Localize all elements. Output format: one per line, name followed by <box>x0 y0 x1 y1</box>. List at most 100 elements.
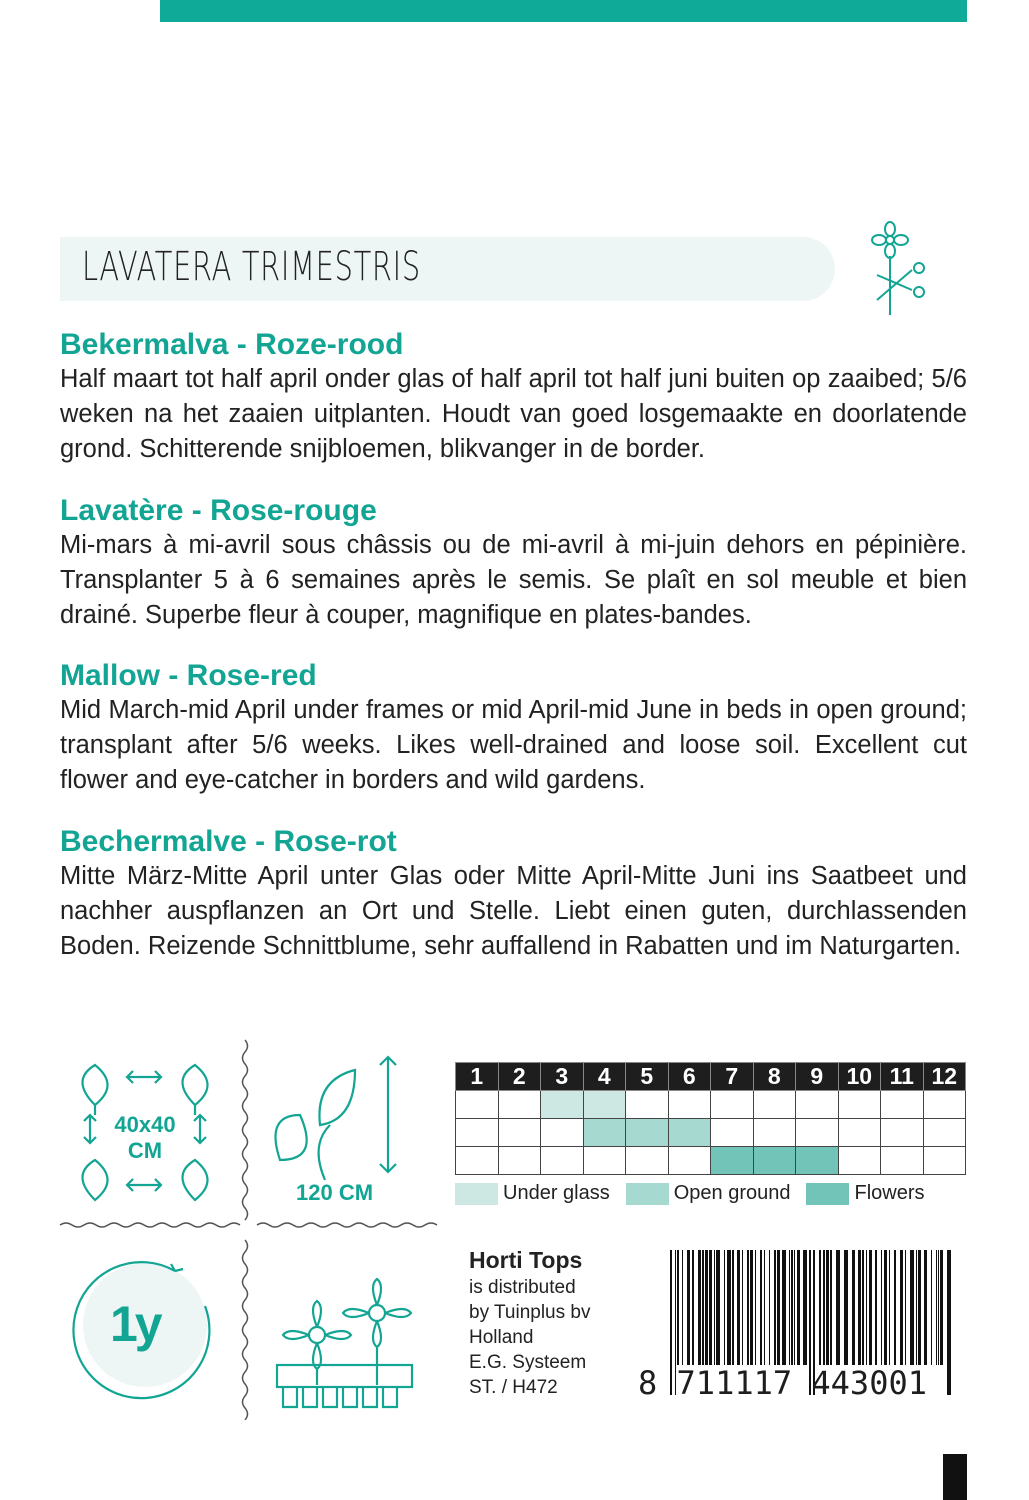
barcode-bar <box>794 1250 795 1365</box>
month-header: 11 <box>880 1062 924 1091</box>
barcode-bar <box>924 1250 927 1365</box>
calendar-cell <box>752 1090 796 1119</box>
calendar-cell <box>837 1090 881 1119</box>
calendar-cell <box>922 1090 966 1119</box>
barcode-bar <box>747 1250 749 1365</box>
calendar-cell <box>880 1090 924 1119</box>
barcode-bar <box>931 1250 932 1365</box>
distributor-line: ST. / H472 <box>469 1377 558 1398</box>
calendar-cell <box>837 1118 881 1147</box>
barcode-bar <box>675 1250 676 1395</box>
calendar-cell <box>795 1118 839 1147</box>
barcode-bar <box>866 1250 867 1365</box>
barcode-bar <box>910 1250 914 1365</box>
barcode-bar <box>760 1250 762 1365</box>
legend-label: Open ground <box>673 1182 791 1204</box>
section-text: Mitte März-Mitte April unter Glas oder M… <box>60 862 967 960</box>
calendar-cell <box>455 1146 499 1175</box>
barcode-bar <box>881 1250 882 1365</box>
distributor-info: Horti Tops is distributed by Tuinplus bv H… <box>469 1248 590 1400</box>
calendar-cell <box>795 1090 839 1119</box>
barcode-bar <box>858 1250 861 1365</box>
distributor-line: E.G. Systeem <box>469 1352 587 1373</box>
calendar-cell <box>625 1118 669 1147</box>
barcode-bar <box>852 1250 855 1365</box>
barcode-bar <box>826 1250 829 1365</box>
barcode-bar <box>884 1250 887 1365</box>
barcode-bar <box>727 1250 731 1365</box>
barcode-bar <box>844 1250 848 1365</box>
barcode-bar <box>742 1250 743 1365</box>
month-header: 5 <box>625 1062 669 1091</box>
barcode-bar <box>830 1250 832 1365</box>
height-label: 120 CM <box>296 1180 374 1205</box>
barcode-bar <box>677 1250 679 1365</box>
barcode-bar <box>702 1250 704 1365</box>
barcode-bar <box>724 1250 725 1365</box>
legend-label: Under glass <box>503 1182 610 1204</box>
barcode-bar <box>714 1250 715 1365</box>
calendar-cell <box>880 1118 924 1147</box>
barcode-bar <box>918 1250 921 1365</box>
distributor-line: by Tuinplus bv <box>469 1302 591 1323</box>
section-french: Lavatère - Rose-rouge Mi-mars à mi-avril … <box>60 494 967 633</box>
spacing-icon <box>81 1063 209 1202</box>
calendar-cell <box>582 1090 626 1119</box>
top-color-bar <box>160 0 967 22</box>
product-title: LAVATERA TRIMESTRIS <box>82 244 421 290</box>
calendar-cell <box>752 1118 796 1147</box>
barcode-bar <box>737 1250 740 1365</box>
calendar-cell <box>880 1146 924 1175</box>
section-text: Half maart tot half april onder glas of … <box>60 365 967 463</box>
month-header: 2 <box>497 1062 541 1091</box>
calendar-cell <box>540 1090 584 1119</box>
legend-swatch <box>625 1182 669 1205</box>
calendar-row <box>455 1146 966 1175</box>
calendar-row <box>455 1090 966 1119</box>
section-heading: Bekermalva - Roze-rood <box>60 328 404 361</box>
barcode-bar <box>862 1250 864 1365</box>
barcode-bar <box>777 1250 780 1365</box>
section-heading: Bechermalve - Rose-rot <box>60 825 397 858</box>
calendar-row <box>455 1118 966 1147</box>
section-text: Mid March-mid April under frames or mid … <box>60 696 967 794</box>
barcode <box>670 1250 951 1395</box>
month-header: 7 <box>710 1062 754 1091</box>
print-mark <box>943 1454 967 1500</box>
annual-icon <box>72 1261 211 1400</box>
barcode-bar <box>813 1250 815 1395</box>
barcode-bar <box>774 1250 776 1365</box>
legend-swatch <box>455 1182 498 1205</box>
barcode-bar <box>936 1250 937 1365</box>
barcode-bar <box>687 1250 690 1365</box>
calendar-cell <box>497 1118 541 1147</box>
lifecycle-label: 1y <box>110 1296 163 1352</box>
plant-height-icon <box>274 1055 397 1181</box>
barcode-bar <box>836 1250 840 1365</box>
barcode-number: 8 711117 443001 <box>638 1364 927 1402</box>
barcode-bar <box>869 1250 872 1365</box>
calendar-cell <box>540 1118 584 1147</box>
barcode-bar <box>823 1250 825 1365</box>
barcode-bar <box>809 1250 811 1395</box>
calendar-cell <box>837 1146 881 1175</box>
legend-label: Flowers <box>854 1182 925 1204</box>
month-header: 10 <box>837 1062 881 1091</box>
calendar-cell <box>710 1146 754 1175</box>
barcode-bar <box>791 1250 793 1365</box>
spacing-unit: CM <box>127 1138 163 1163</box>
month-header: 3 <box>540 1062 584 1091</box>
barcode-bar <box>797 1250 800 1365</box>
section-english: Mallow - Rose-red Mid March-mid April und… <box>60 659 967 798</box>
legend-swatch <box>806 1182 850 1205</box>
month-header: 8 <box>752 1062 796 1091</box>
calendar-cell <box>667 1090 711 1119</box>
calendar-cell <box>540 1146 584 1175</box>
barcode-bar <box>819 1250 821 1365</box>
section-heading: Mallow - Rose-red <box>60 659 317 692</box>
distributor-line: is distributed <box>469 1277 576 1298</box>
calendar-cell <box>922 1146 966 1175</box>
barcode-bar <box>947 1250 951 1395</box>
barcode-bar <box>709 1250 712 1365</box>
section-heading: Lavatère - Rose-rouge <box>60 494 377 527</box>
